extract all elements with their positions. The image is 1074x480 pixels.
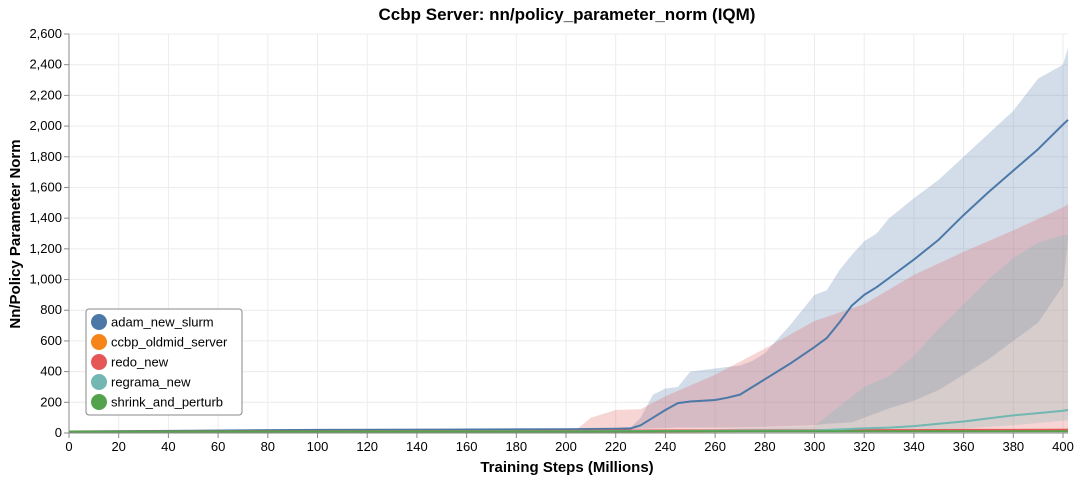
x-tick-label: 60 [211,439,225,454]
y-tick-label: 2,600 [29,26,62,41]
x-tick-label: 300 [804,439,826,454]
x-tick-label: 320 [853,439,875,454]
series-line-adam_new_slurm [68,119,1069,433]
confidence-band-redo_new [69,204,1068,432]
series-lines [68,119,1069,434]
y-tick-label: 1,200 [29,241,62,256]
x-tick-label: 80 [261,439,275,454]
y-tick-label: 800 [40,302,62,317]
x-tick-label: 360 [953,439,975,454]
x-tick-label: 220 [605,439,627,454]
x-tick-label: 200 [555,439,577,454]
x-tick-label: 240 [655,439,677,454]
legend-label-ccbp_oldmid_server: ccbp_oldmid_server [111,335,228,350]
y-tick-label: 2,400 [29,57,62,72]
x-axis-title: Training Steps (Millions) [480,459,653,476]
y-tick-label: 600 [40,333,62,348]
x-tick-label: 260 [704,439,726,454]
y-tick-label: 2,200 [29,87,62,102]
grid-lines [68,33,1068,434]
axes: 0 20 40 60 80 100 120 140 160 180 200 220 240 260 280 3… [29,26,1073,454]
legend-label-regrama_new: regrama_new [111,375,191,390]
y-tick-label: 0 [55,425,62,440]
legend-swatch-regrama_new [91,374,107,390]
y-tick-label: 400 [40,364,62,379]
y-tick-label: 2,000 [29,118,62,133]
x-tick-label: 380 [1002,439,1024,454]
x-tick-label: 160 [456,439,478,454]
confidence-band-adam_new_slurm [69,47,1068,433]
legend-box [85,308,243,416]
x-tick-label: 180 [505,439,527,454]
legend-swatch-shrink_and_perturb [91,394,107,410]
x-tick-label: 100 [307,439,329,454]
x-tick-label: 20 [111,439,125,454]
legend-label-redo_new: redo_new [111,355,169,370]
chart-title: Ccbp Server: nn/policy_parameter_norm (I… [379,5,756,24]
confidence-band-regrama_new [69,235,1068,433]
x-tick-label: 280 [754,439,776,454]
x-tick-label: 0 [65,439,72,454]
y-tick-label: 1,400 [29,210,62,225]
x-tick-label: 340 [903,439,925,454]
y-tick-label: 200 [40,394,62,409]
y-axis-title: Nn/Policy Parameter Norm [7,139,24,328]
x-tick-label: 140 [406,439,428,454]
legend-swatch-redo_new [91,354,107,370]
y-tick-label: 1,800 [29,149,62,164]
x-tick-label: 40 [161,439,175,454]
x-tick-label: 400 [1052,439,1074,454]
x-tick-label: 120 [356,439,378,454]
y-tick-label: 1,000 [29,272,62,287]
legend-swatch-adam_new_slurm [91,314,107,330]
legend-label-shrink_and_perturb: shrink_and_perturb [111,395,223,410]
legend-label-adam_new_slurm: adam_new_slurm [111,315,214,330]
y-tick-label: 1,600 [29,179,62,194]
legend: adam_new_slurm ccbp_oldmid_server redo_new… [85,308,243,416]
legend-swatch-ccbp_oldmid_server [91,334,107,350]
